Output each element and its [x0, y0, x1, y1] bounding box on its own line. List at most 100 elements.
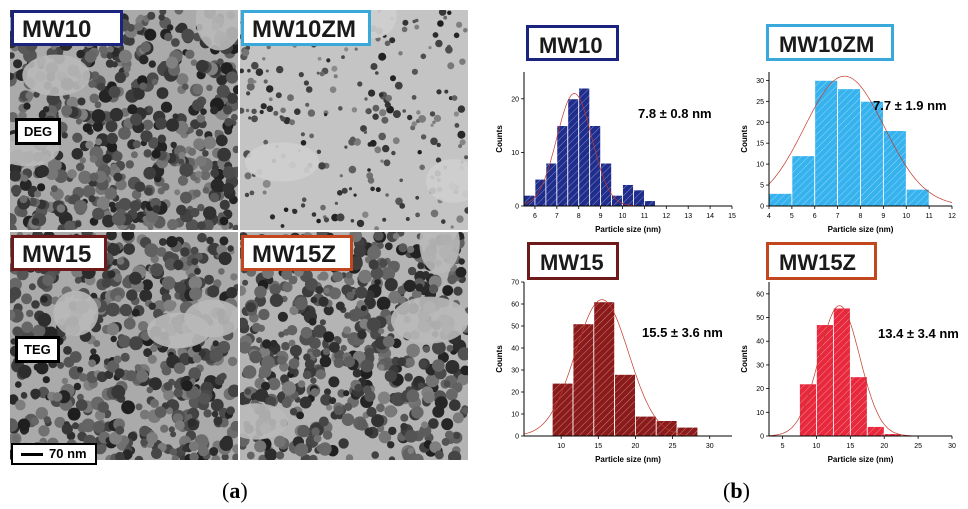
nanoparticle [294, 108, 301, 115]
nanoparticle [18, 207, 28, 218]
nanoparticle [241, 49, 250, 57]
x-tick-label: 12 [662, 213, 670, 220]
nanoparticle [398, 243, 408, 253]
nanoparticle [18, 364, 32, 379]
nanoparticle [417, 382, 425, 389]
nanoparticle [195, 252, 203, 261]
histogram-bar [523, 194, 536, 207]
nanoparticle [179, 163, 194, 178]
nanoparticle [173, 362, 186, 374]
nanoparticle [453, 111, 459, 117]
nanoparticle [96, 196, 111, 210]
nanoparticle [263, 79, 268, 84]
nanoparticle [319, 71, 325, 77]
nanoparticle [131, 308, 140, 317]
nanoparticle [104, 187, 117, 200]
nanoparticle [139, 289, 153, 302]
nanoparticle [251, 322, 262, 333]
nanoparticle [464, 155, 468, 160]
nanoparticle [328, 376, 340, 388]
nanoparticle [360, 305, 367, 312]
x-tick-label: 10 [619, 213, 627, 220]
histogram-svg: 6 7 8 9 10 11 12 13 14 15 0 10 20 Particle size (nm) C… [495, 72, 736, 234]
nanoparticle [343, 390, 350, 397]
nanoparticle [456, 21, 463, 28]
nanoparticle [67, 169, 77, 179]
histogram-bar [545, 162, 558, 207]
x-tick-label: 30 [706, 443, 714, 450]
nanoparticle [345, 454, 354, 460]
nanoparticle [181, 380, 193, 392]
nanoparticle [123, 65, 131, 73]
nanoparticle [188, 441, 199, 452]
x-tick-label: 20 [632, 443, 640, 450]
histogram-bar [860, 100, 884, 207]
nanoparticle [407, 114, 413, 121]
x-tick-label: 8 [577, 213, 581, 220]
nanoparticle [360, 359, 374, 373]
nanoparticle [394, 81, 403, 90]
nanoparticle [171, 455, 179, 460]
nanoparticle [171, 38, 180, 47]
nanoparticle [275, 92, 282, 99]
nanoparticle [19, 195, 28, 204]
nanoparticle [246, 82, 255, 91]
nanoparticle [418, 115, 426, 123]
nanoparticle [430, 137, 438, 146]
x-tick-label: 9 [881, 213, 885, 220]
nanoparticle [345, 271, 353, 279]
nanoparticle [323, 331, 335, 343]
nanoparticle [329, 397, 337, 405]
nanoparticle [108, 201, 116, 208]
nanoparticle [190, 246, 199, 255]
nanoparticle [422, 391, 435, 404]
nanoparticle [163, 381, 173, 391]
nanoparticle [111, 61, 118, 68]
nanoparticle [273, 110, 279, 116]
nanoparticle [151, 149, 161, 159]
nanoparticle [136, 370, 149, 383]
nanoparticle [209, 192, 220, 203]
nanoparticle [77, 393, 84, 401]
histogram-bar [551, 382, 574, 437]
nanoparticle [74, 276, 82, 284]
nanoparticle [131, 189, 142, 200]
x-tick-label: 15 [728, 213, 736, 220]
nanoparticle [37, 312, 52, 327]
nanoparticle [320, 204, 326, 211]
nanoparticle [37, 183, 46, 192]
empty-region [22, 54, 91, 97]
nanoparticle [455, 266, 467, 278]
nanoparticle [442, 285, 454, 296]
nanoparticle [135, 403, 143, 411]
nanoparticle [148, 302, 156, 310]
nanoparticle [338, 438, 349, 449]
nanoparticle [105, 120, 118, 133]
nanoparticle [341, 413, 355, 426]
nanoparticle [19, 178, 32, 191]
nanoparticle [118, 335, 131, 348]
nanoparticle [77, 366, 84, 373]
nanoparticle [85, 140, 94, 149]
nanoparticle [428, 418, 439, 429]
nanoparticle [209, 348, 223, 362]
nanoparticle [262, 179, 271, 188]
nanoparticle [150, 263, 164, 277]
nanoparticle [280, 224, 285, 228]
nanoparticle [101, 278, 112, 288]
nanoparticle [318, 296, 329, 307]
nanoparticle [462, 407, 468, 415]
nanoparticle [94, 101, 102, 109]
nanoparticle [140, 41, 151, 53]
nanoparticle [106, 132, 118, 144]
histogram-bar [799, 383, 817, 437]
nanoparticle [368, 259, 379, 270]
nanoparticle [422, 271, 430, 278]
nanoparticle [448, 450, 462, 460]
empty-region [425, 159, 468, 203]
nanoparticle [90, 71, 100, 80]
nanoparticle [128, 271, 142, 285]
nanoparticle [411, 121, 417, 127]
nanoparticle [217, 147, 232, 162]
nanoparticle [382, 335, 395, 348]
